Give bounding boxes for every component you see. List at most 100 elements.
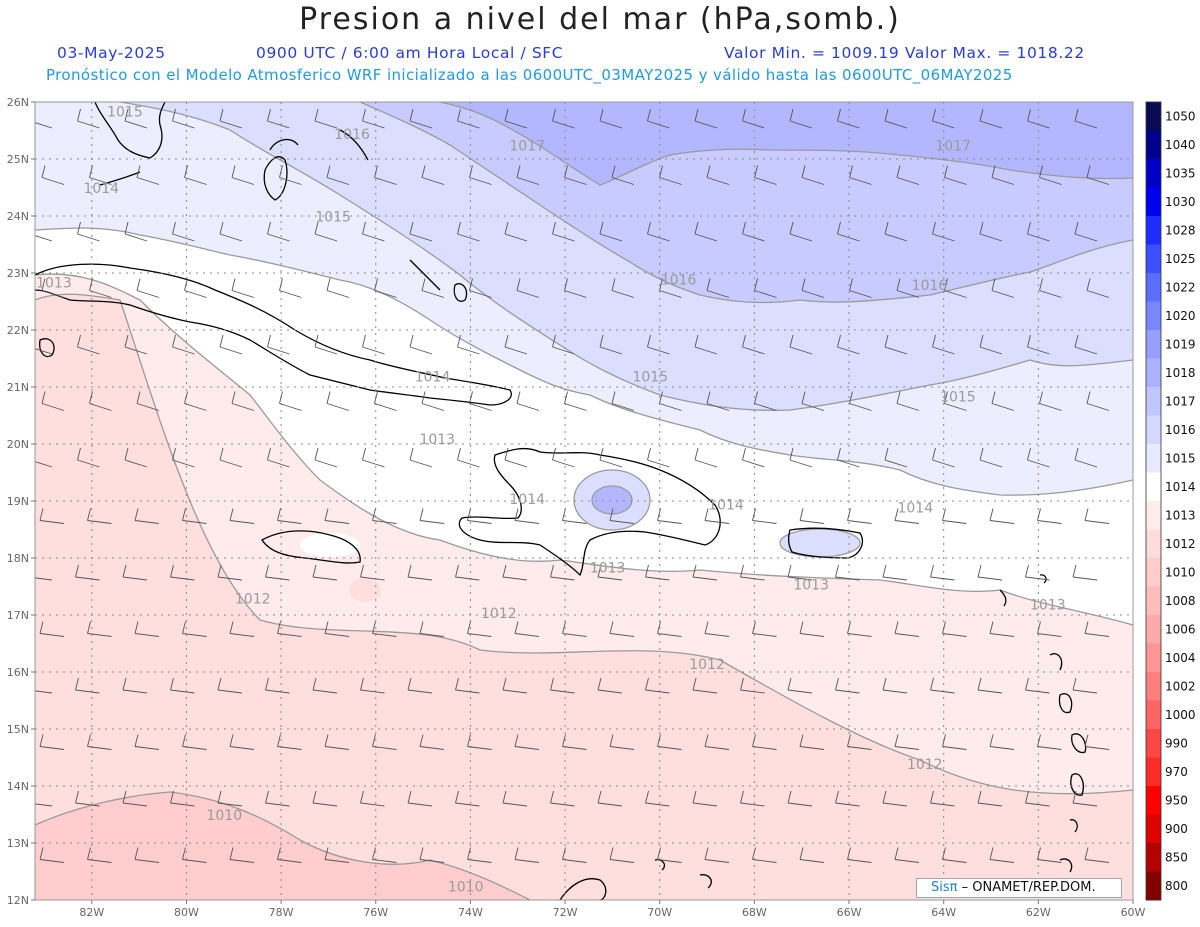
contour-label: 1014 (415, 369, 451, 385)
wind-barb-flag (419, 847, 424, 860)
wind-barb-shaft (932, 120, 955, 129)
wind-barb-flag (419, 621, 424, 634)
wind-barb-flag (837, 447, 841, 461)
colorbar-swatch (1146, 130, 1161, 160)
wind-barb-shaft (134, 859, 160, 863)
wind-barb-shaft (849, 177, 872, 185)
wind-barb-flag (645, 790, 649, 804)
lesser-antilles-6 (999, 589, 1007, 607)
wind-barb-flag (170, 677, 174, 691)
wind-barb-flag (124, 221, 129, 235)
wind-barb-shaft (550, 576, 575, 581)
wind-barb-shaft (657, 746, 682, 750)
wind-barb-flag (89, 278, 93, 291)
wind-barb-shaft (977, 576, 1003, 581)
wind-barb-shaft (313, 916, 337, 919)
wind-barb-flag (659, 391, 663, 404)
wind-barb-flag (1084, 621, 1089, 634)
wind-barb-shaft (41, 403, 65, 411)
wind-barb-shaft (312, 576, 338, 581)
wind-barb-shaft (979, 346, 1003, 355)
wind-barb-flag (172, 221, 176, 235)
wind-barb-shaft (694, 346, 718, 355)
wind-barb-shaft (455, 802, 480, 807)
contour-label: 1010 (206, 808, 242, 824)
wind-barb-shaft (801, 403, 825, 411)
wind-barb-flag (502, 564, 507, 578)
wind-barb-flag (314, 447, 319, 461)
wind-barb-shaft (419, 520, 445, 524)
wind-barb-flag (279, 278, 283, 291)
wind-barb-shaft (39, 746, 65, 750)
wind-barb-shaft (552, 233, 575, 242)
wind-barb-flag (896, 391, 901, 404)
wind-barb-flag (217, 564, 222, 578)
wind-barb-flag (1073, 904, 1076, 916)
colorbar-label: 1035 (1165, 166, 1196, 180)
wind-barb-flag (1074, 334, 1079, 348)
wind-barb-shaft (514, 859, 540, 863)
wind-barb-shaft (279, 177, 302, 185)
wind-barb-shaft (564, 290, 587, 298)
wind-barb-shaft (659, 403, 682, 411)
wind-barb-flag (754, 165, 758, 178)
lon-tick-label: 76W (363, 906, 388, 919)
hispaniola-high-inner (592, 486, 632, 514)
wind-barb-flag (1074, 447, 1079, 461)
wind-barb-shaft (312, 689, 338, 694)
wind-barb-flag (847, 847, 851, 860)
wind-barb-flag (1037, 621, 1041, 634)
wind-barb-flag (835, 790, 839, 804)
wind-barb-shaft (457, 459, 480, 468)
colorbar-swatch (1146, 415, 1161, 445)
wind-barb-flag (837, 221, 841, 235)
colorbar-swatch (1146, 843, 1161, 872)
wind-barb-flag (279, 165, 283, 178)
wind-barb-shaft (598, 916, 622, 919)
wind-barb-flag (645, 677, 649, 691)
wind-barb-flag (421, 278, 426, 291)
wind-barb-flag (326, 391, 331, 404)
wind-barb-shaft (134, 746, 160, 750)
wind-barb-flag (562, 621, 566, 634)
contour-label: 1016 (661, 272, 697, 288)
contour-label: 1014 (83, 181, 119, 197)
wind-barb-shaft (170, 689, 195, 694)
wind-barb-shaft (326, 177, 350, 185)
wind-barb-flag (944, 165, 948, 178)
colorbar-swatch (1146, 672, 1161, 701)
wind-barb-shaft (87, 633, 112, 637)
wind-barb-flag (896, 165, 901, 178)
wind-barb-shaft (1086, 177, 1110, 185)
wind-barb-shaft (789, 346, 813, 355)
map-title: Presion a nivel del mar (hPa,somb.) (299, 2, 901, 37)
colorbar-frame (1145, 101, 1162, 901)
wind-barb-shaft (609, 520, 635, 524)
wind-barb-flag (932, 221, 936, 235)
colorbar-label: 1012 (1165, 537, 1196, 551)
wind-barb-flag (184, 391, 188, 404)
wind-barb-shaft (789, 233, 813, 242)
colorbar-swatch (1146, 615, 1161, 644)
wind-barb-flag (752, 734, 756, 747)
wind-barb-shaft (265, 802, 290, 807)
wind-barb-flag (647, 221, 651, 235)
wind-barb-shaft (752, 520, 777, 524)
wind-barb-shaft (1072, 576, 1098, 581)
wind-barb-shaft (136, 177, 160, 185)
wind-barb-flag (991, 165, 996, 178)
wind-barb-shaft (229, 859, 255, 863)
wind-barb-shaft (837, 233, 860, 242)
contour-label: 1010 (448, 879, 484, 895)
wind-barb-flag (882, 564, 887, 578)
contour-label: 1013 (590, 560, 626, 576)
wind-barb-shaft (944, 403, 967, 411)
wind-barb-shaft (562, 633, 587, 637)
wind-barb-flag (136, 165, 141, 178)
jamaica-field (300, 533, 360, 557)
wind-barb-flag (324, 847, 329, 860)
wind-barb-flag (172, 334, 176, 348)
wind-barb-shaft (1074, 346, 1098, 355)
wind-barb-flag (742, 108, 746, 122)
wind-barb-flag (1025, 790, 1029, 804)
